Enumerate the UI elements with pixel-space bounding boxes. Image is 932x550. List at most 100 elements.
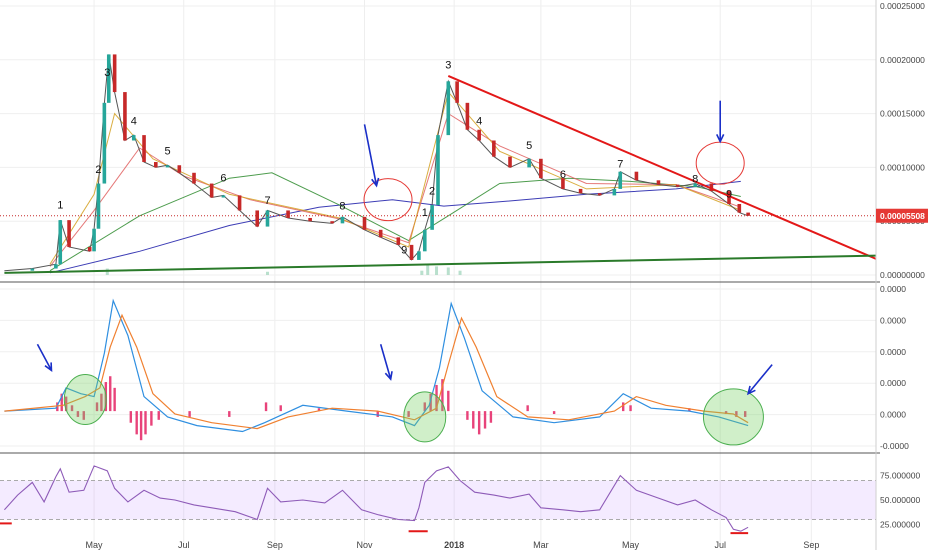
moving-average-line — [49, 91, 741, 265]
histogram-bar — [139, 411, 143, 441]
candle — [192, 172, 196, 184]
candle — [92, 228, 96, 252]
x-tick-label: Mar — [533, 540, 549, 550]
candle — [436, 135, 440, 206]
y-tick-label: 0.00020000 — [880, 55, 925, 65]
histogram-bar — [56, 402, 59, 412]
wave-label: 9 — [726, 189, 732, 201]
candle — [265, 210, 270, 227]
candle — [578, 188, 583, 194]
volume-bar — [420, 270, 424, 275]
candle — [618, 171, 623, 189]
wave-label: 1 — [422, 207, 428, 219]
histogram-bar — [317, 408, 321, 412]
histogram-bar — [82, 411, 85, 420]
candle — [237, 195, 242, 211]
histogram-bar — [144, 411, 147, 435]
candle — [96, 183, 101, 229]
histogram-bar — [735, 411, 738, 417]
histogram-bar — [489, 411, 493, 423]
histogram-bar — [157, 411, 160, 420]
candle — [58, 220, 63, 265]
histogram-bar — [621, 402, 625, 412]
y-tick-label: 0.00015000 — [880, 109, 925, 119]
wave-label: 5 — [164, 145, 170, 157]
histogram-bar — [60, 393, 63, 412]
candle — [340, 216, 345, 224]
x-tick-label: May — [622, 540, 640, 550]
histogram-bar — [743, 411, 747, 417]
y-tick-label: 50.000000 — [880, 495, 920, 505]
histogram-bar — [129, 411, 133, 423]
volume-bar — [426, 264, 430, 275]
annotation-arrow — [363, 124, 378, 186]
candle — [675, 184, 680, 187]
y-tick-label: -0.0000 — [880, 441, 909, 451]
wave-label: 8 — [339, 200, 345, 212]
y-tick-label: 0.00000000 — [880, 270, 925, 280]
histogram-bar — [100, 393, 103, 412]
wave-label: 8 — [692, 173, 698, 185]
histogram-bar — [228, 411, 231, 417]
annotation-arrow-head — [384, 371, 393, 381]
candle — [153, 162, 158, 168]
annotation-arrow-head — [716, 134, 725, 144]
y-tick-label: 0.0000 — [880, 284, 906, 294]
candle — [693, 183, 698, 187]
candle — [746, 212, 750, 216]
candle — [656, 180, 661, 185]
candle — [286, 210, 290, 218]
candle — [102, 102, 107, 184]
candle — [67, 220, 71, 248]
candle — [112, 54, 117, 93]
x-tick-label: May — [86, 540, 104, 550]
histogram-bar — [109, 376, 112, 412]
rsi-line — [3, 465, 749, 532]
volume-bar — [435, 266, 439, 275]
candle — [709, 183, 714, 192]
annotation-arrow — [747, 364, 773, 395]
histogram-bar — [113, 387, 116, 412]
candle — [477, 129, 481, 141]
resistance-trendline — [447, 75, 877, 260]
wave-label: 2 — [95, 164, 101, 176]
wave-label: 2 — [429, 185, 435, 197]
x-tick-label: Sep — [803, 540, 819, 550]
candle — [362, 216, 367, 230]
annotation-ellipse — [363, 178, 413, 222]
histogram-bar — [526, 405, 529, 412]
candle — [422, 229, 427, 252]
annotation-arrow — [379, 344, 392, 380]
moving-average-line — [49, 112, 741, 267]
support-trendline — [4, 254, 877, 274]
histogram-bar — [76, 411, 80, 417]
histogram-bar — [429, 393, 432, 412]
histogram-bar — [477, 411, 481, 435]
annotation-ellipse — [403, 391, 447, 443]
y-tick-label: 0.0000 — [880, 315, 906, 325]
candle — [417, 251, 421, 260]
y-tick-label: 0.0000 — [880, 378, 906, 388]
histogram-bar — [70, 405, 74, 412]
histogram-bar — [483, 411, 487, 429]
candle — [165, 165, 170, 168]
candle — [465, 102, 470, 130]
candle — [308, 217, 312, 222]
volume-bar — [266, 271, 270, 275]
annotation-arrow — [36, 343, 53, 371]
candle — [131, 135, 136, 141]
volume-bar — [446, 267, 450, 275]
last-price-badge — [876, 208, 928, 223]
histogram-bar — [447, 390, 450, 412]
candle — [396, 237, 401, 245]
candle — [634, 171, 639, 181]
moving-average-line — [49, 172, 741, 272]
histogram-bar — [688, 408, 691, 412]
histogram-bar — [552, 411, 556, 415]
candle — [54, 264, 58, 269]
wave-label: 4 — [476, 115, 482, 127]
histogram-bar — [188, 411, 191, 417]
histogram-bar — [423, 402, 426, 412]
